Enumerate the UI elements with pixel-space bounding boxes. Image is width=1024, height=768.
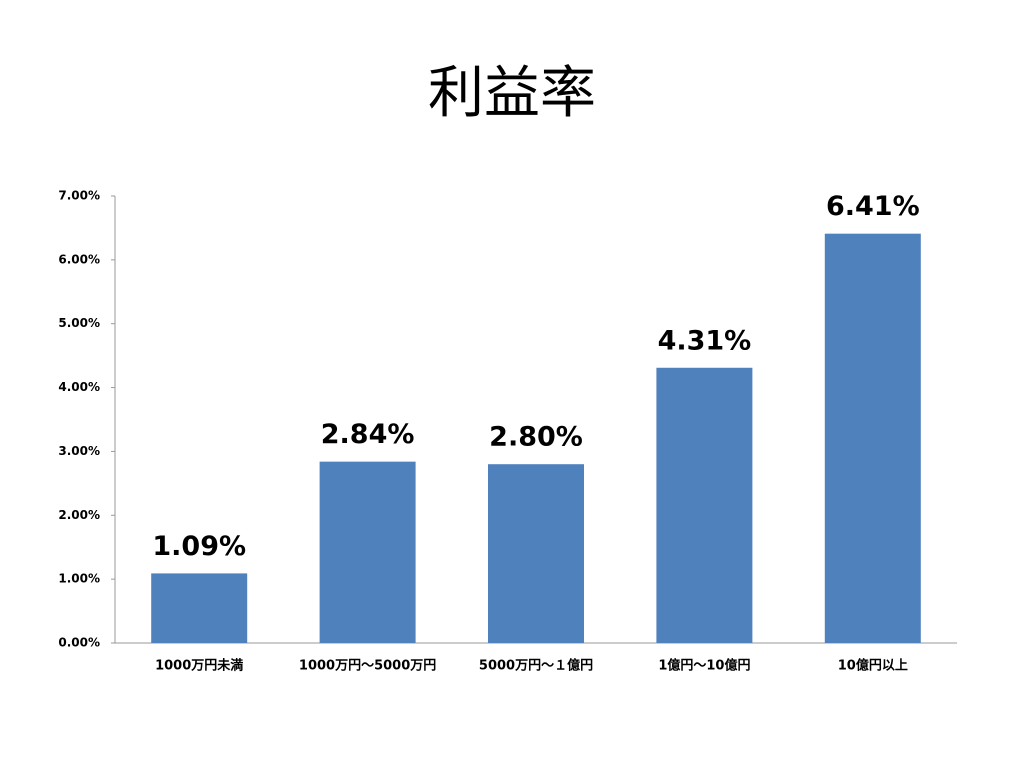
- chart-title: 利益率: [428, 61, 596, 126]
- value-label: 2.80%: [489, 422, 583, 453]
- x-tick-label: 1000万円未満: [155, 658, 243, 674]
- y-tick-label: 2.00%: [58, 508, 100, 522]
- x-tick-label: 5000万円～１億円: [479, 658, 593, 674]
- x-tick-label: 10億円以上: [838, 658, 908, 674]
- value-label: 1.09%: [152, 531, 246, 562]
- y-tick-label: 1.00%: [58, 572, 100, 586]
- bar: [656, 367, 753, 643]
- bar: [824, 233, 921, 643]
- value-label: 4.31%: [658, 325, 752, 356]
- y-tick-label: 0.00%: [58, 636, 100, 650]
- bar: [488, 464, 584, 643]
- y-tick-label: 6.00%: [58, 252, 100, 266]
- bar: [319, 461, 416, 643]
- x-tick-label: 1億円～10億円: [658, 658, 750, 674]
- y-tick-label: 5.00%: [58, 316, 100, 330]
- x-tick-label: 1000万円～5000万円: [299, 659, 436, 674]
- value-label: 6.41%: [826, 191, 920, 222]
- y-tick-label: 4.00%: [58, 380, 100, 394]
- value-label: 2.84%: [321, 419, 415, 450]
- y-tick-label: 7.00%: [58, 189, 100, 203]
- bar: [151, 573, 248, 643]
- y-tick-label: 3.00%: [58, 444, 100, 458]
